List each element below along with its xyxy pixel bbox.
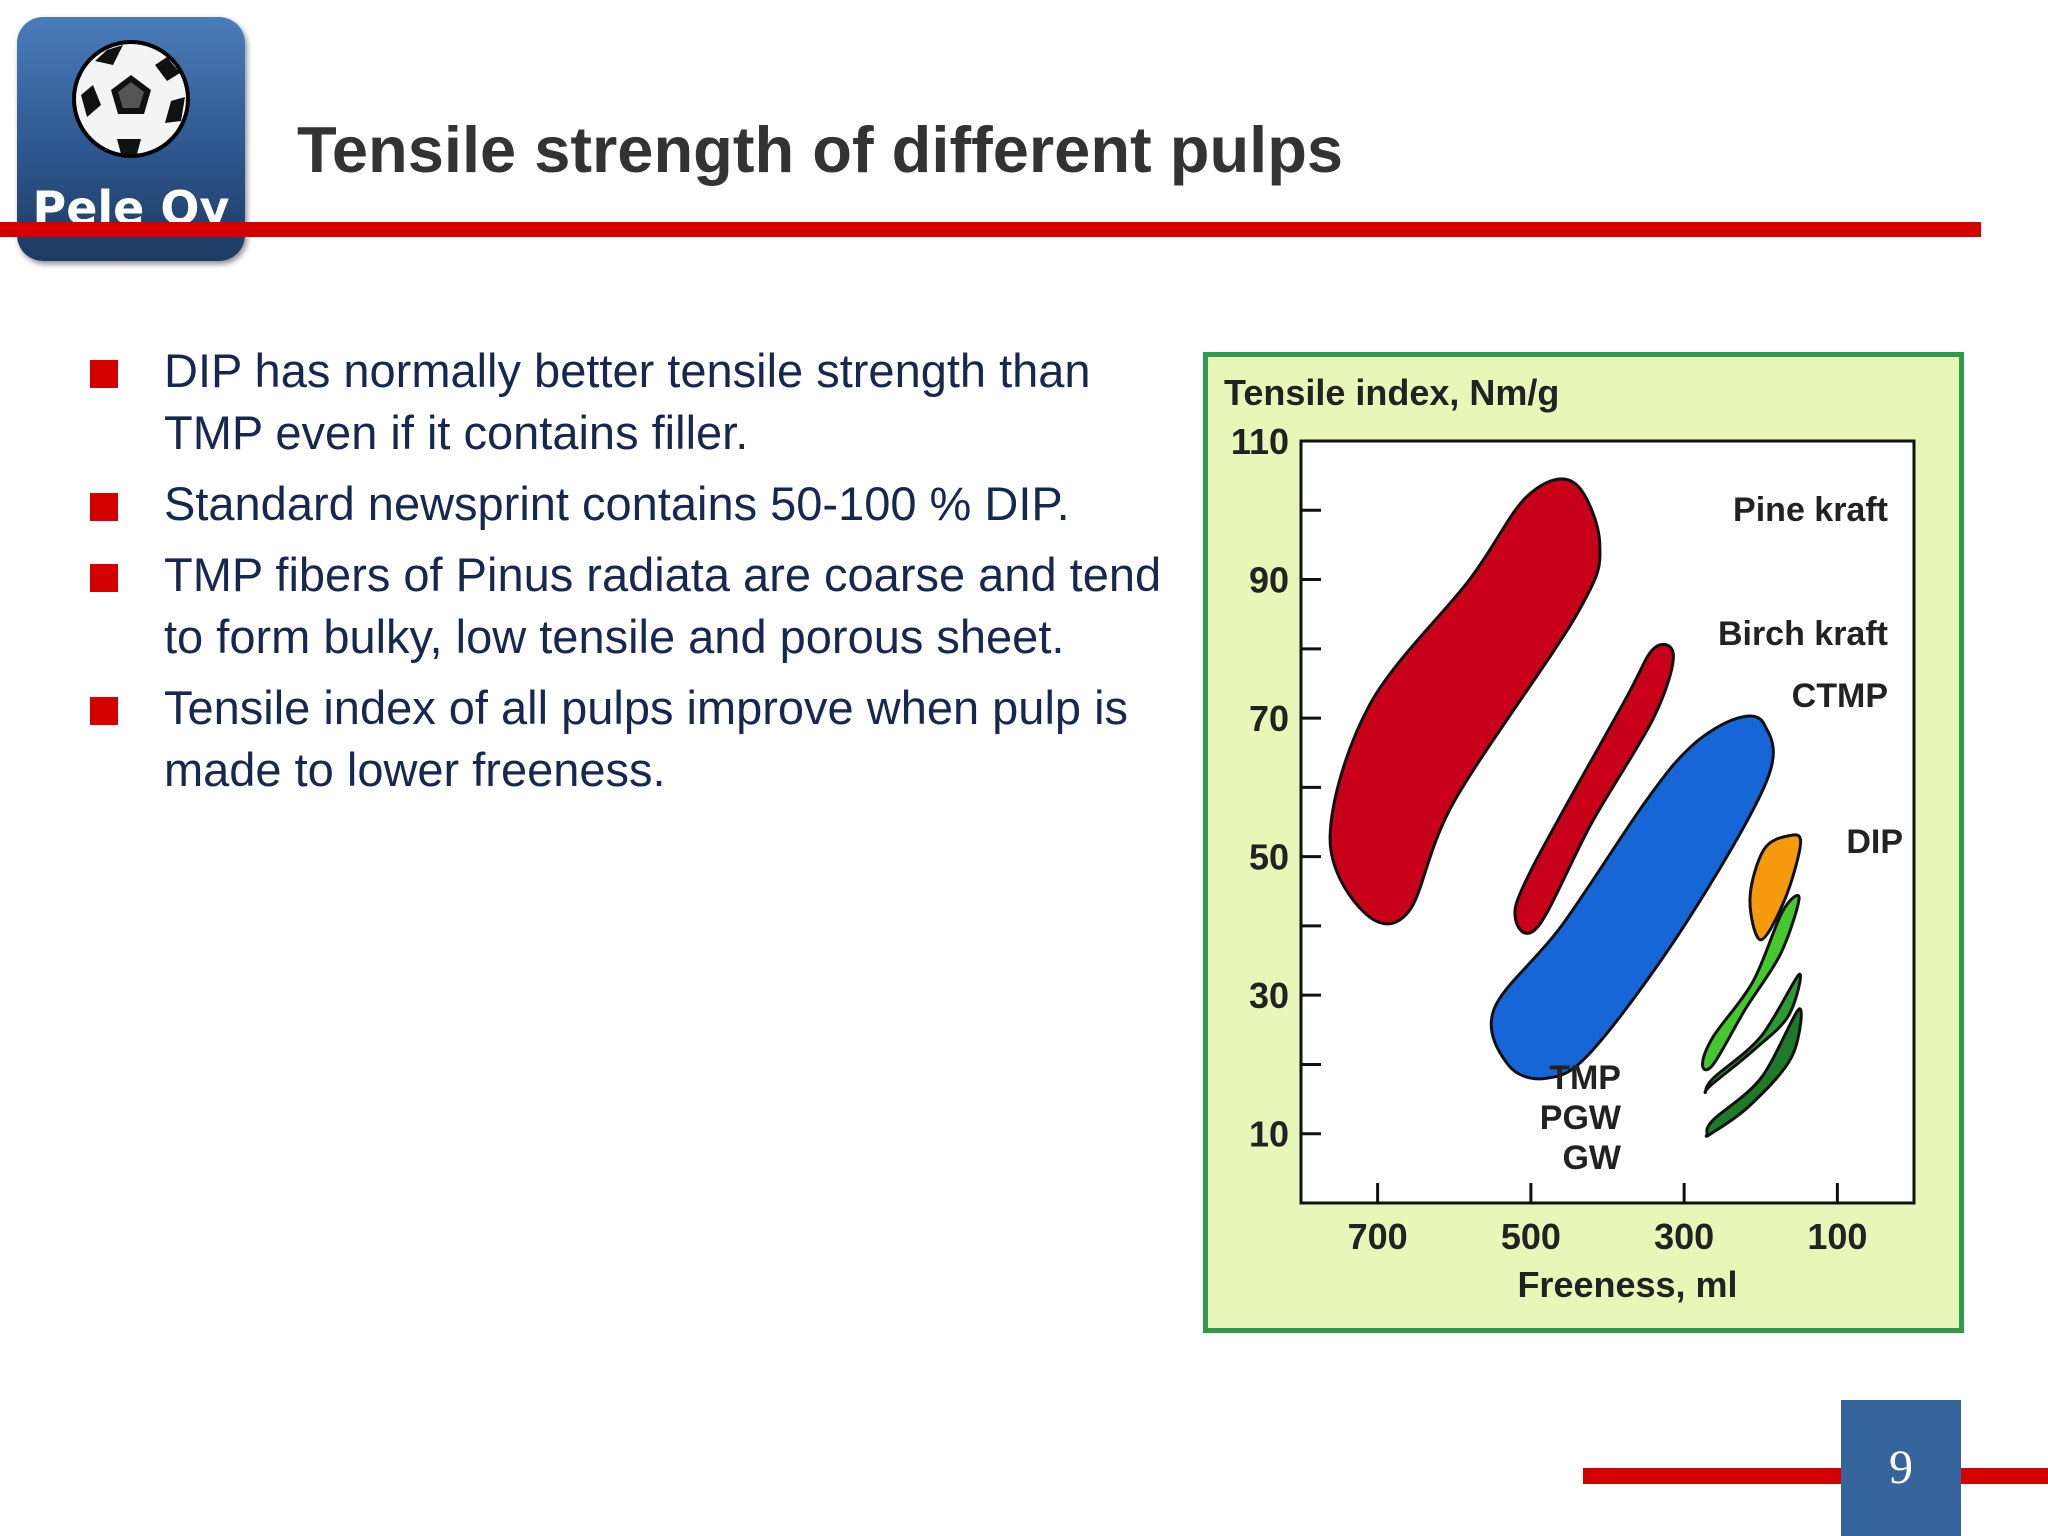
pele-oy-logo: Pele Oy — [17, 17, 245, 261]
x-tick-label: 100 — [1807, 1216, 1867, 1257]
tensile-freeness-chart: Tensile index, Nm/g 10 30 50 70 90 110 700 500 30… — [1224, 372, 1916, 1305]
bullet-square-icon — [90, 697, 118, 725]
page-title: Tensile strength of different pulps — [297, 113, 1344, 186]
birch-kraft-region — [1513, 642, 1675, 935]
bullet-text: Standard newsprint contains 50-100 % DIP… — [164, 477, 1070, 530]
bullet-item: DIP has normally better tensile strength… — [88, 340, 1178, 464]
footer-rule-left — [1583, 1468, 1841, 1484]
pine-kraft-region — [1328, 477, 1602, 926]
dip-label: DIP — [1846, 823, 1903, 861]
y-tick-label: 10 — [1249, 1114, 1289, 1155]
y-tick-label: 110 — [1231, 421, 1289, 462]
pgw-label: PGW — [1540, 1099, 1622, 1137]
pgw-region — [1703, 972, 1802, 1095]
ctmp-region — [1489, 714, 1775, 1081]
soccer-ball-icon — [72, 40, 190, 158]
ctmp-label: CTMP — [1792, 677, 1888, 715]
bullet-text: Tensile index of all pulps improve when … — [164, 681, 1129, 796]
title-underline — [0, 222, 1981, 237]
x-tick-label: 500 — [1501, 1216, 1561, 1257]
bullet-square-icon — [90, 493, 118, 521]
y-tick-label: 90 — [1249, 560, 1289, 601]
x-tick-label: 300 — [1654, 1216, 1714, 1257]
tmp-region — [1700, 894, 1801, 1072]
gw-region — [1704, 1007, 1803, 1138]
bullet-text: TMP fibers of Pinus radiata are coarse a… — [164, 548, 1162, 663]
y-tick-label: 30 — [1249, 975, 1289, 1016]
x-tick-label: 700 — [1348, 1216, 1408, 1257]
footer-rule-right — [1961, 1468, 2048, 1484]
bullet-item: Tensile index of all pulps improve when … — [88, 677, 1178, 801]
page-number: 9 — [1889, 1441, 1913, 1494]
dip-region — [1748, 833, 1803, 942]
pine-kraft-label: Pine kraft — [1733, 491, 1888, 529]
bullet-list: DIP has normally better tensile strength… — [88, 340, 1178, 810]
gw-label: GW — [1562, 1139, 1621, 1177]
chart-panel: Tensile index, Nm/g 10 30 50 70 90 110 700 500 30… — [1203, 352, 1964, 1333]
y-tick-label: 50 — [1249, 837, 1289, 878]
birch-kraft-label: Birch kraft — [1718, 615, 1888, 653]
page-number-box: 9 — [1841, 1400, 1961, 1536]
bullet-square-icon — [90, 360, 118, 388]
tmp-label: TMP — [1549, 1059, 1621, 1097]
bullet-item: Standard newsprint contains 50-100 % DIP… — [88, 473, 1178, 535]
x-axis-title: Freeness, ml — [1517, 1264, 1737, 1305]
y-tick-label: 70 — [1249, 698, 1289, 739]
y-axis-title: Tensile index, Nm/g — [1224, 372, 1559, 413]
bullet-square-icon — [90, 564, 118, 592]
bullet-text: DIP has normally better tensile strength… — [164, 344, 1091, 459]
bullet-item: TMP fibers of Pinus radiata are coarse a… — [88, 544, 1178, 668]
